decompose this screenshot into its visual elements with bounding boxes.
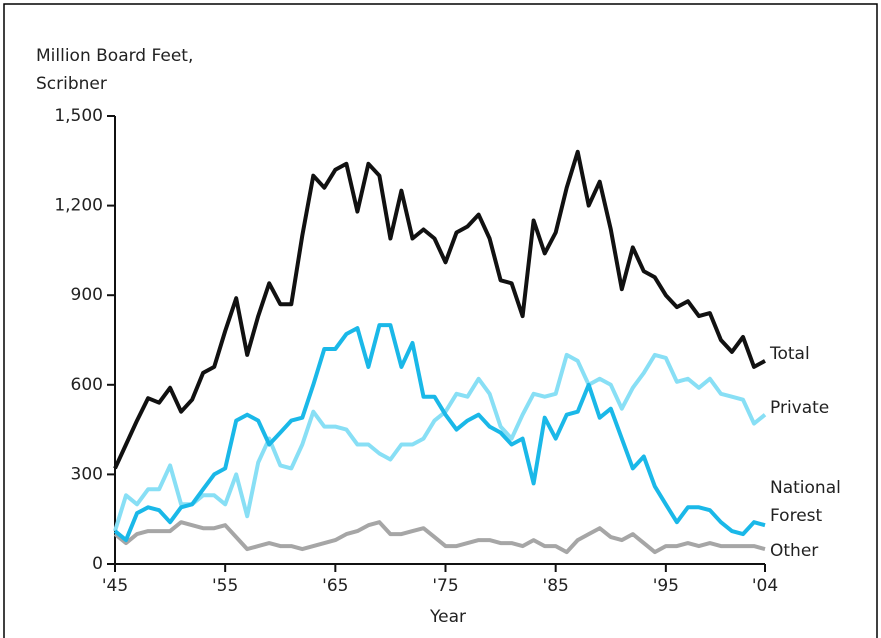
y-tick-label: 300: [71, 464, 103, 484]
y-tick-label: 600: [71, 375, 103, 395]
x-tick-label: '85: [543, 576, 569, 596]
series-line: [113, 352, 767, 532]
x-tick-label: '45: [102, 576, 128, 596]
x-tick-label: '65: [322, 576, 348, 596]
series-line: [113, 149, 766, 470]
x-tick-label: '55: [212, 576, 238, 596]
series-label: Total: [770, 344, 810, 364]
series-label: Other: [770, 541, 819, 561]
y-tick-label: 0: [92, 554, 103, 574]
x-axis-label: Year: [429, 607, 466, 627]
x-tick-label: '95: [653, 576, 679, 596]
series-label: National Forest: [770, 478, 841, 526]
y-tick-label: 1,500: [54, 106, 103, 126]
series-line: [113, 520, 766, 555]
y-axis-label: Million Board Feet, Scribner: [36, 46, 194, 94]
x-tick-label: '75: [432, 576, 458, 596]
series-line: [113, 323, 766, 543]
x-tick-label: '04: [752, 576, 778, 596]
y-tick-label: 900: [71, 285, 103, 305]
frame: [3, 3, 878, 638]
series-label: Private: [770, 398, 830, 418]
y-tick-label: 1,200: [54, 196, 103, 216]
